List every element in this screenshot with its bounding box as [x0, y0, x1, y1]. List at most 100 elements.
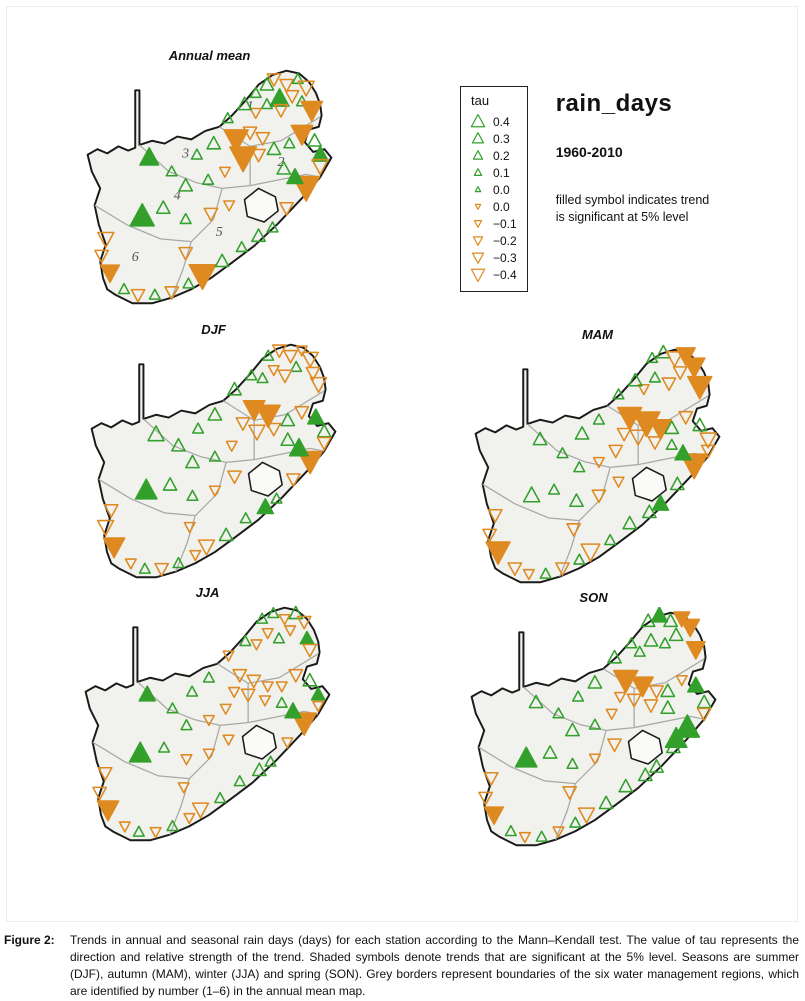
station-trend-marker [535, 830, 548, 842]
map-title-jja: JJA [195, 585, 220, 600]
station-trend-marker [139, 146, 160, 166]
station-trend-marker [566, 523, 582, 537]
legend-entry: 0.3 [469, 130, 517, 147]
legend-entry: 0.1 [469, 164, 517, 181]
station-trend-marker [622, 515, 638, 530]
station-trend-marker [598, 795, 614, 810]
station-trend-marker [99, 264, 121, 284]
significance-note: filled symbol indicates trend is signifi… [555, 193, 710, 224]
legend-entry: −0.2 [469, 232, 517, 249]
map-djf [90, 343, 337, 579]
station-trend-marker [266, 422, 282, 437]
station-trend-marker [103, 504, 119, 518]
station-trend-marker [646, 351, 659, 364]
station-trend-marker [663, 613, 678, 628]
station-trend-marker [284, 89, 300, 104]
station-trend-marker [134, 478, 158, 500]
station-trend-marker [295, 345, 308, 357]
station-trend-marker [186, 489, 199, 502]
station-trend-marker [618, 778, 634, 793]
legend-value: −0.2 [493, 233, 517, 248]
map-jja [84, 605, 331, 842]
station-trend-marker [625, 637, 638, 649]
station-trend-marker [185, 454, 200, 469]
tau-down-triangle-icon [472, 236, 484, 246]
station-trend-marker [569, 493, 584, 508]
station-trend-marker [222, 734, 235, 746]
station-trend-marker [208, 450, 221, 462]
legend-entry: −0.3 [469, 249, 517, 266]
station-trend-marker [138, 685, 157, 702]
tau-up-triangle-icon [474, 186, 482, 193]
station-trend-marker [202, 173, 215, 185]
tau-down-triangle-icon [470, 268, 486, 282]
station-trend-marker [202, 714, 215, 727]
station-trend-marker [649, 685, 664, 699]
station-trend-marker [556, 447, 569, 459]
station-trend-marker [276, 161, 292, 175]
station-trend-marker [571, 690, 585, 702]
station-trend-marker [278, 613, 291, 626]
map-panel-son: SON [466, 590, 721, 851]
station-trend-marker [229, 146, 258, 173]
station-trend-marker [191, 422, 205, 434]
station-trend-marker [177, 782, 190, 794]
station-trend-marker [483, 806, 505, 826]
station-trend-marker [237, 96, 252, 111]
map-title-son: SON [579, 590, 608, 605]
station-trend-marker [286, 168, 304, 185]
legend-value: −0.1 [493, 216, 517, 231]
station-trend-marker [202, 671, 215, 683]
station-trend-marker [249, 107, 262, 120]
water-management-region-border [478, 746, 576, 785]
tau-down-triangle-icon [471, 252, 485, 264]
tau-down-triangle-icon [474, 203, 482, 210]
station-trend-marker [128, 741, 152, 763]
station-trend-marker [183, 521, 196, 534]
station-trend-marker [281, 737, 294, 749]
station-trend-marker [629, 429, 647, 446]
station-trend-marker [214, 253, 230, 268]
station-trend-marker [228, 686, 241, 699]
map-panel-djf: DJF [86, 322, 341, 583]
station-trend-marker [277, 369, 293, 384]
station-trend-marker [155, 200, 171, 215]
station-trend-marker [607, 738, 622, 753]
station-trend-marker [612, 388, 625, 400]
station-trend-marker [297, 80, 315, 97]
lesotho-outline [243, 187, 279, 223]
station-trend-marker [283, 349, 298, 364]
station-trend-marker [154, 562, 170, 577]
station-trend-marker [305, 366, 321, 381]
station-trend-marker [483, 772, 499, 786]
station-trend-marker [637, 767, 653, 782]
station-trend-marker [208, 485, 221, 497]
station-trend-marker [566, 757, 579, 770]
station-trend-marker [256, 498, 275, 515]
station-trend-marker [178, 246, 194, 261]
station-trend-marker [166, 702, 179, 714]
station-trend-marker [164, 286, 180, 300]
station-trend-marker [255, 131, 271, 146]
station-trend-marker [648, 371, 662, 383]
station-trend-marker [218, 527, 234, 542]
station-trend-marker [267, 606, 280, 619]
station-trend-marker [250, 639, 263, 651]
station-trend-marker [608, 444, 624, 459]
station-trend-marker [179, 212, 192, 225]
figure-caption-text: Trends in annual and seasonal rain days … [70, 933, 799, 999]
station-trend-marker [307, 408, 325, 425]
station-trend-marker [239, 512, 252, 524]
station-trend-marker [249, 86, 262, 99]
station-trend-marker [631, 676, 654, 698]
station-trend-marker [300, 100, 324, 122]
station-trend-marker [166, 819, 179, 832]
station-trend-marker [675, 674, 688, 687]
station-trend-marker [678, 410, 694, 425]
station-trend-marker [664, 726, 688, 748]
station-trend-marker [668, 627, 684, 642]
station-trend-marker [267, 364, 280, 377]
legend-value: 0.1 [493, 165, 510, 180]
station-trend-marker [291, 712, 317, 736]
